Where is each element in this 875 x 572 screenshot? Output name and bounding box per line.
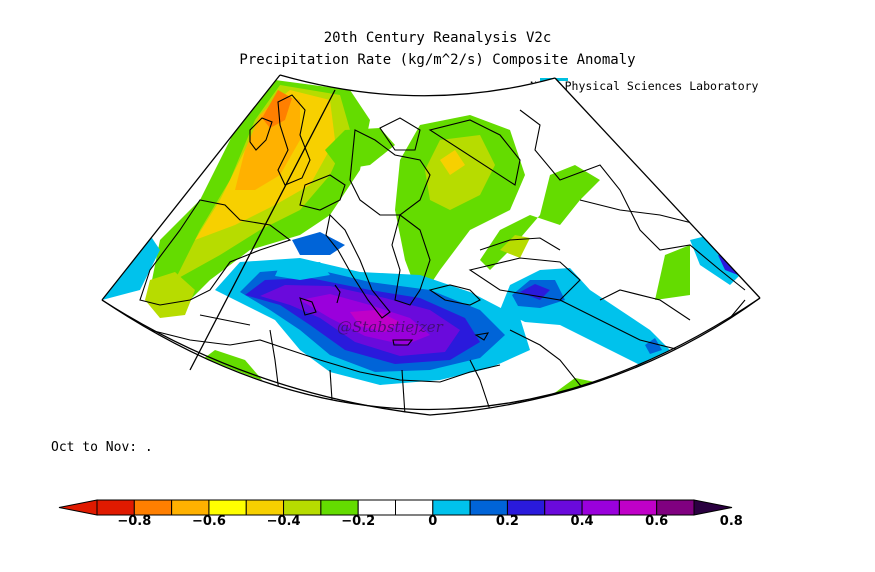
colorbar-tick-label: −0.4 bbox=[266, 514, 301, 529]
colorbar-tick-label: −0.8 bbox=[117, 514, 152, 529]
colorbar-swatch bbox=[432, 499, 471, 516]
colorbar-tick-label: 0.4 bbox=[570, 514, 594, 529]
colorbar-swatch bbox=[506, 499, 546, 516]
colorbar-tick-label: 0.6 bbox=[645, 514, 669, 529]
colorbar-tick-label: 0.2 bbox=[495, 514, 519, 529]
colorbar-tick-label: 0 bbox=[428, 514, 438, 529]
colorbar-swatch bbox=[656, 499, 695, 516]
colorbar-swatch bbox=[544, 499, 583, 516]
colorbar-swatch bbox=[469, 499, 508, 516]
colorbar-swatch bbox=[357, 499, 396, 516]
colorbar-swatch bbox=[133, 499, 173, 516]
colorbar-arrow-right bbox=[693, 499, 733, 516]
colorbar-swatch bbox=[618, 499, 658, 516]
colorbar-tick-label: −0.2 bbox=[341, 514, 376, 529]
colorbar-swatch bbox=[171, 499, 210, 516]
watermark-text: @Stabstiejzer bbox=[337, 318, 443, 336]
colorbar-swatch bbox=[245, 499, 285, 516]
colorbar-swatch bbox=[320, 499, 359, 516]
credit-label: NOAA Physical Sciences Laboratory bbox=[530, 79, 759, 93]
colorbar-tick-label: −0.6 bbox=[191, 514, 226, 529]
colorbar-swatch bbox=[581, 499, 620, 516]
colorbar-swatch bbox=[283, 499, 322, 516]
chart-subtitle: Precipitation Rate (kg/m^2/s) Composite … bbox=[239, 52, 636, 68]
colorbar-arrow-left bbox=[58, 499, 98, 516]
colorbar-tick-label: 0.8 bbox=[719, 514, 743, 529]
period-label: Oct to Nov: . bbox=[51, 440, 153, 455]
chart-title: 20th Century Reanalysis V2c bbox=[323, 30, 552, 46]
map-frame bbox=[101, 74, 761, 416]
colorbar-swatch bbox=[96, 499, 135, 516]
colorbar-swatch bbox=[208, 499, 247, 516]
colorbar-swatch bbox=[395, 499, 434, 516]
